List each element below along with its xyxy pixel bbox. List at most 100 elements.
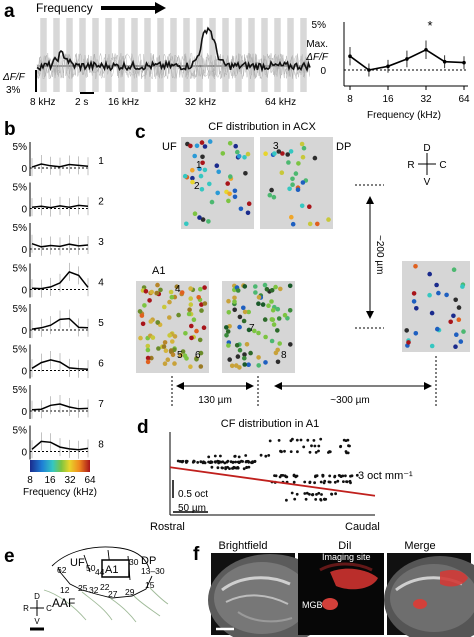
cf-point (293, 497, 297, 501)
cf-dot (242, 362, 247, 367)
cf-point (203, 461, 207, 465)
cf-point (303, 492, 307, 495)
cell-mark-2: 2 (194, 181, 200, 192)
cf-dot (271, 194, 277, 200)
e-num-12: 12 (60, 585, 70, 595)
cf-point (267, 454, 271, 457)
cf-dot (162, 340, 168, 345)
tuning-row-5: 5% 0 5 (13, 304, 104, 339)
merge-image (384, 553, 474, 637)
cf-dot (262, 317, 268, 322)
tuning-row-2: 5% 0 2 (13, 182, 104, 217)
cf-point (283, 449, 286, 453)
cf-dot (174, 284, 180, 290)
cf-point (323, 479, 327, 483)
b-ytick-zero: 0 (21, 448, 27, 459)
cf-point (273, 474, 276, 477)
e-num-27: 27 (108, 589, 118, 599)
e-area-a1: A1 (105, 564, 118, 576)
cf-point (221, 460, 225, 464)
cf-dot (429, 310, 435, 316)
e-num-29: 29 (125, 587, 135, 597)
cf-point (314, 451, 318, 454)
c-title: CF distribution in ACX (208, 121, 316, 133)
cf-point (247, 465, 251, 469)
cf-point (319, 480, 323, 484)
c-dp-label: DP (336, 141, 351, 153)
cf-dot (269, 288, 275, 293)
cf-point (285, 498, 288, 502)
stim-block (209, 18, 216, 92)
cf-dot (167, 333, 172, 338)
cf-dot (192, 211, 198, 216)
mean-trace (36, 26, 311, 73)
c-compass-d: D (423, 143, 430, 154)
cf-dot (226, 298, 231, 304)
dist-300-arrow (274, 382, 432, 390)
tuning-point (386, 64, 390, 69)
stim-label-64k: 64 kHz (265, 97, 296, 108)
tuning-point (462, 60, 466, 65)
cf-dot (275, 359, 281, 365)
b-cell-id: 1 (98, 156, 104, 167)
cf-dot (238, 206, 244, 212)
cf-dot (155, 320, 160, 325)
e-area-uf: UF (70, 557, 85, 569)
colorbar-label: Frequency (kHz) (23, 487, 97, 498)
b-ytick-zero: 0 (21, 164, 27, 175)
cf-dot (275, 347, 281, 353)
cf-point (199, 460, 203, 464)
cf-dot (232, 307, 237, 313)
cf-point (226, 459, 230, 463)
colorbar-tick-16: 16 (44, 475, 56, 486)
cf-point (295, 438, 299, 442)
cf-dot (435, 326, 440, 332)
cf-point (180, 460, 184, 464)
cf-dot (235, 288, 241, 293)
cf-dot (326, 217, 331, 222)
cf-point (305, 491, 309, 495)
d-oct-label: 0.5 oct (178, 489, 208, 500)
f-mgb: MGB (302, 600, 323, 610)
b-tuning-line (31, 440, 89, 451)
cf-dot (190, 179, 195, 185)
cf-dot (276, 149, 282, 154)
tuning-point (367, 68, 371, 72)
cf-point (334, 492, 337, 496)
cf-point (328, 474, 332, 478)
trial-trace (36, 52, 310, 80)
d-title: CF distribution in A1 (221, 418, 319, 430)
frequency-arrow (101, 2, 166, 14)
cf-dot (188, 296, 193, 301)
cf-dot (199, 187, 205, 192)
cf-point (303, 480, 307, 484)
tuning-row-3: 5% 0 3 (13, 223, 104, 257)
cf-point (249, 461, 253, 464)
cf-dots-a1-caudal (224, 282, 293, 370)
cf-point (308, 492, 311, 496)
cf-dot (279, 170, 285, 175)
cf-dot (150, 335, 156, 340)
cf-dot (269, 299, 274, 304)
cf-point (233, 455, 237, 458)
cf-dot (237, 324, 242, 330)
tuning-ytick-zero: 0 (320, 66, 326, 77)
cf-dot (226, 343, 231, 348)
b-cell-id: 2 (98, 197, 104, 208)
cf-dot (260, 302, 266, 307)
tuning-xtick-label: 64 (458, 94, 470, 105)
cf-dot (170, 352, 176, 358)
cf-dot (169, 294, 175, 300)
tuning-row-8: 5% 0 8 (13, 425, 104, 460)
cf-point (313, 444, 317, 448)
cf-dot (413, 264, 418, 269)
fov-dp (260, 137, 333, 229)
stim-label-16k: 16 kHz (108, 97, 139, 108)
b-ytick-zero: 0 (21, 407, 27, 418)
panel-a-label: a (4, 1, 15, 22)
cf-point (333, 480, 337, 484)
cf-point (317, 491, 321, 495)
cf-dot (300, 154, 306, 160)
cf-point (346, 451, 350, 455)
